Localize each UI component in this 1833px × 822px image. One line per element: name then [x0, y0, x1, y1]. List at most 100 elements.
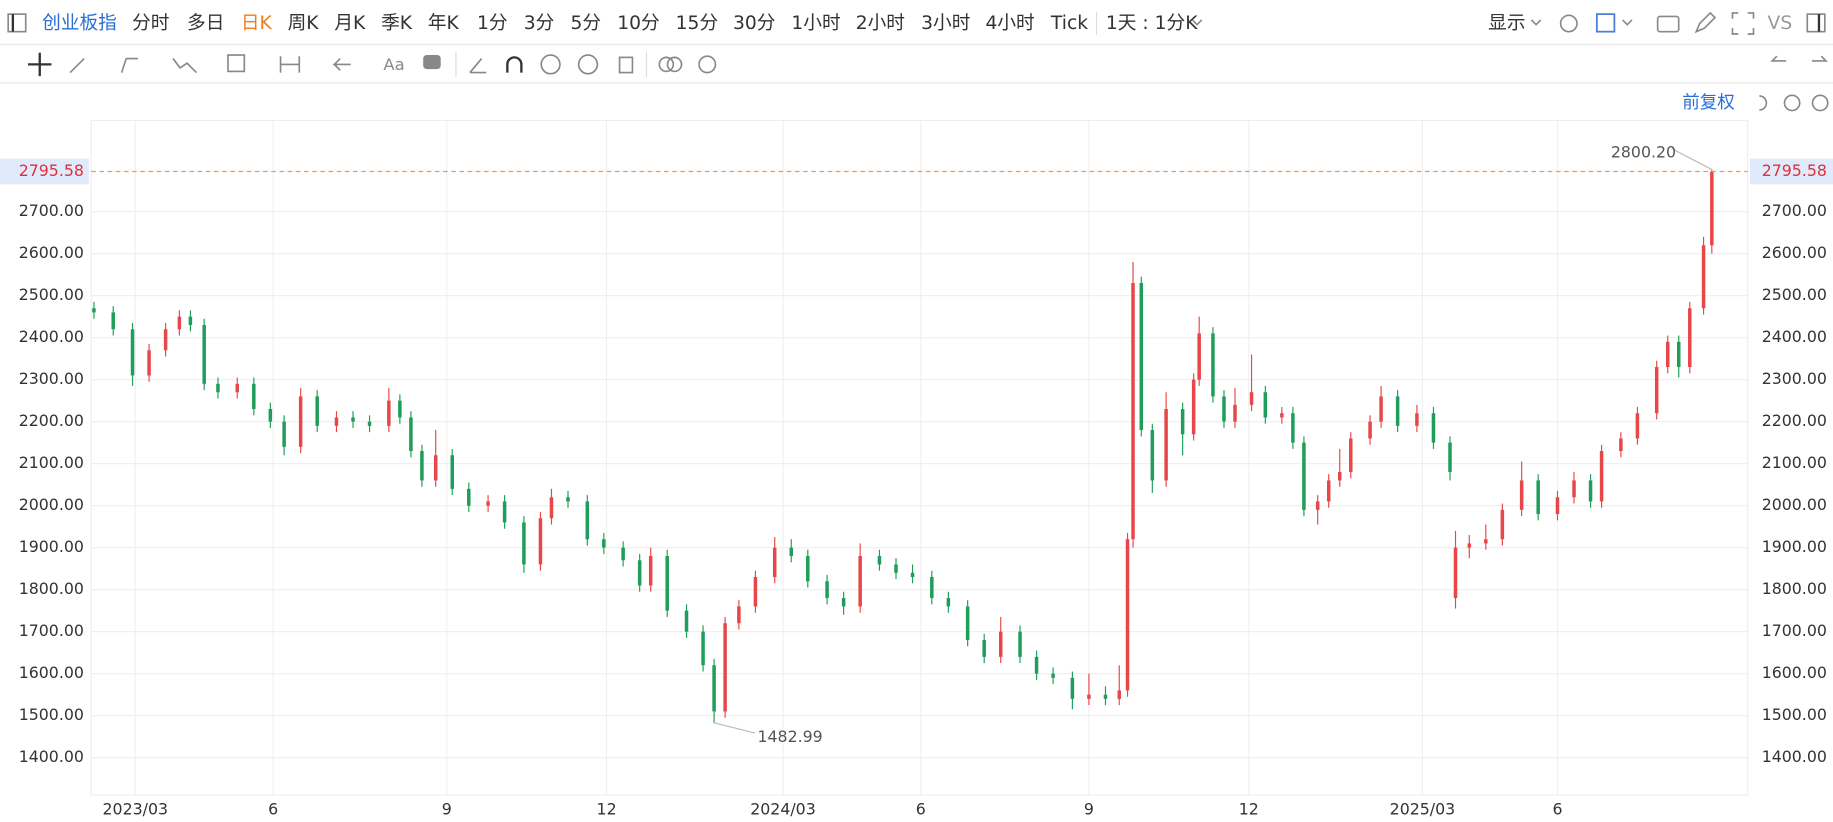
angle-tool[interactable] [469, 58, 487, 74]
dropdown-arrow [1622, 19, 1633, 26]
note-tool[interactable] [423, 55, 441, 70]
wave-tool[interactable] [172, 58, 197, 74]
period-tab[interactable]: 15分 [676, 13, 718, 34]
x-tick-label: 12 [1239, 800, 1259, 819]
y-tick-label-right: 2500.00 [1762, 285, 1827, 304]
candle-body [930, 577, 934, 599]
x-tick-label: 2024/03 [750, 800, 815, 819]
candle-body [1555, 497, 1560, 515]
draw-icon[interactable] [1694, 11, 1717, 34]
period-tab[interactable]: 月K [334, 13, 366, 34]
dropdown-arrow [1530, 19, 1542, 26]
candle-body [1395, 396, 1400, 426]
candle-body [946, 598, 951, 607]
candle-body [1677, 341, 1681, 368]
undo[interactable] [1770, 55, 1787, 62]
delete-tool[interactable] [618, 56, 634, 74]
candle-body [486, 501, 490, 506]
period-tab[interactable]: 1小时 [791, 13, 840, 34]
plot-frame [90, 119, 1749, 796]
reset-button[interactable] [1759, 95, 1768, 111]
y-tick-label-right: 2200.00 [1762, 411, 1827, 430]
candle-body [450, 455, 454, 489]
candle-body [665, 556, 669, 611]
candle-body [1484, 539, 1488, 544]
hide-tool[interactable] [577, 54, 599, 75]
period-tab[interactable]: 30分 [733, 13, 775, 34]
candle-body [216, 383, 220, 393]
move-tool[interactable] [28, 52, 52, 77]
candle-body [549, 497, 554, 519]
candle-body [1180, 409, 1185, 435]
period-tab[interactable]: 分时 [132, 13, 169, 34]
arrow-tool[interactable] [332, 57, 351, 71]
screenshot-icon[interactable] [1656, 15, 1680, 33]
candle-body [841, 598, 846, 607]
candle-body [420, 451, 424, 481]
period-tab[interactable]: 年K [428, 13, 460, 34]
y-tick-label: 1700.00 [19, 621, 84, 640]
line-tool[interactable] [69, 57, 85, 74]
tool-settings[interactable] [698, 55, 717, 74]
y-tick-label-right: 1700.00 [1762, 621, 1827, 640]
y-tick-label-right: 1900.00 [1762, 537, 1827, 556]
period-tab[interactable]: 3分 [524, 13, 555, 34]
y-tick-label: 2200.00 [19, 411, 84, 430]
panel-toggle[interactable] [1806, 13, 1826, 33]
overlay-tool[interactable] [666, 56, 683, 73]
color-picker[interactable] [1595, 13, 1616, 33]
candle-body [1337, 472, 1342, 481]
candle-body [1619, 438, 1623, 452]
candle-body [1211, 333, 1215, 397]
measure-tool[interactable] [279, 56, 301, 73]
y-tick-label: 2500.00 [19, 285, 84, 304]
period-tab[interactable]: 3小时 [921, 13, 970, 34]
period-tab[interactable]: 4小时 [985, 13, 1034, 34]
y-tick-label-right: 2000.00 [1762, 495, 1827, 514]
period-tab[interactable]: 季K [381, 13, 413, 34]
settings-icon[interactable] [1559, 14, 1578, 33]
period-tab[interactable]: Tick [1050, 13, 1088, 34]
period-tab[interactable]: 2小时 [856, 13, 905, 34]
x-tick-label: 9 [1084, 800, 1094, 819]
candle-body [1051, 673, 1055, 678]
candle-body [1665, 341, 1670, 368]
compare-button[interactable]: VS [1768, 13, 1793, 34]
candle-body [315, 396, 319, 426]
lock-tool[interactable] [540, 54, 561, 75]
candle-body [351, 417, 355, 422]
candle-body [1103, 694, 1108, 699]
period-tab[interactable]: 日K [241, 13, 273, 34]
period-tab[interactable]: 多日 [187, 13, 224, 34]
period-tab[interactable]: 5分 [570, 13, 601, 34]
redo[interactable] [1811, 55, 1828, 62]
zoom-out[interactable] [1783, 94, 1801, 112]
candle-body [1349, 438, 1353, 473]
period-tab[interactable]: 周K [288, 13, 320, 34]
candle-body [1139, 283, 1144, 431]
candle-body [684, 610, 689, 632]
display-menu[interactable]: 显示 [1488, 13, 1525, 34]
period-tab[interactable]: 10分 [617, 13, 659, 34]
sidebar-toggle[interactable] [7, 13, 27, 33]
adjust-mode[interactable]: 前复权 [1682, 93, 1735, 113]
candle-body [1087, 694, 1091, 699]
magnet-tool[interactable] [506, 56, 523, 73]
annotation-leader [1671, 148, 1713, 171]
candle-body [188, 316, 193, 326]
fullscreen-icon[interactable] [1731, 12, 1755, 35]
candle-body [111, 312, 115, 330]
x-tick-label: 2023/03 [103, 800, 169, 819]
channel-tool[interactable] [120, 57, 138, 73]
candle-body [1710, 171, 1714, 246]
fib-tool[interactable] [227, 54, 246, 73]
period-tab[interactable]: 创业板指 [42, 13, 117, 34]
text-tool[interactable]: Aa [383, 55, 404, 74]
period-tab[interactable]: 1分 [477, 13, 508, 34]
candle-body [1536, 480, 1540, 515]
zoom-in[interactable] [1811, 94, 1829, 112]
candle-body [1448, 442, 1452, 473]
period-tab[interactable]: 1天 : 1分K [1106, 13, 1198, 34]
candle-body [433, 455, 438, 481]
